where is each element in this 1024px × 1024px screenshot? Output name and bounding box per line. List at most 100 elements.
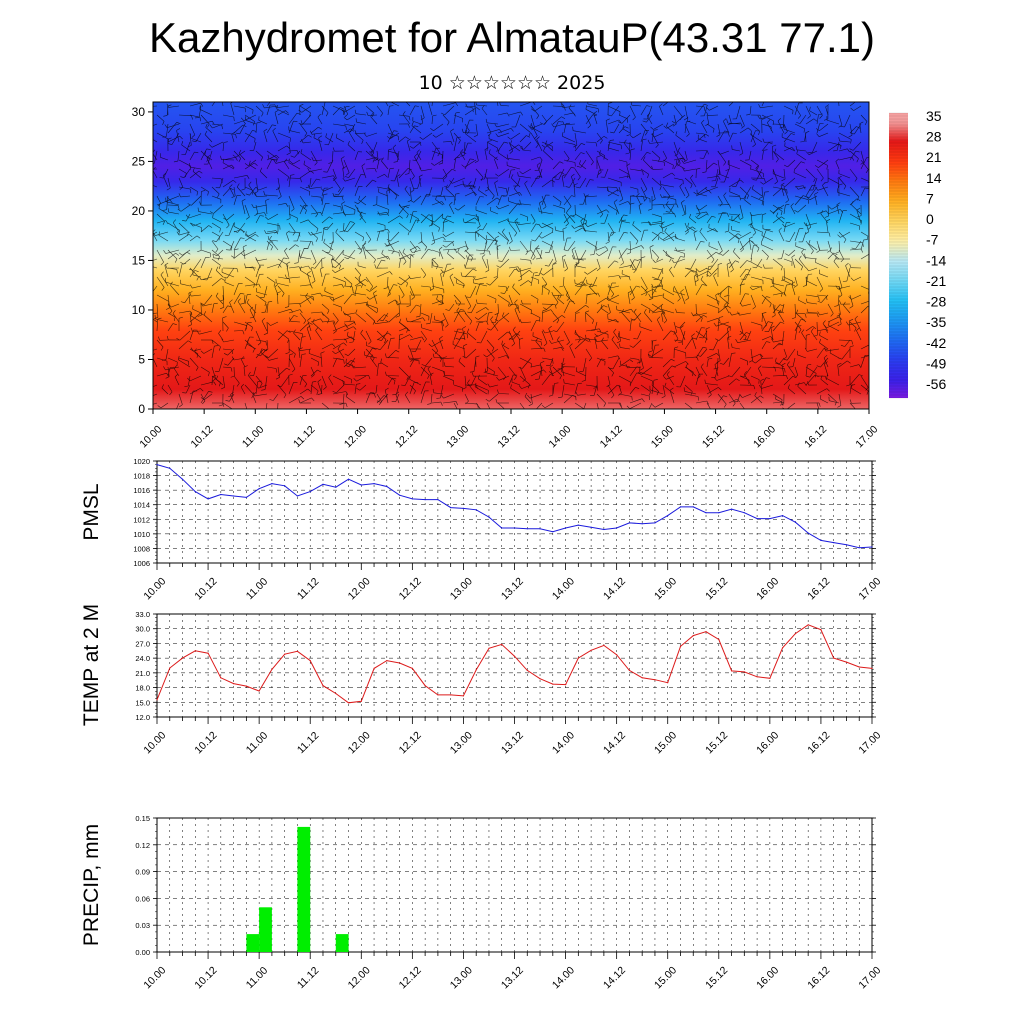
- wind-barb-flag: [657, 236, 660, 241]
- wind-barb-flag: [571, 225, 575, 229]
- wind-barb: [431, 150, 443, 155]
- data-line: [156, 464, 873, 549]
- wind-barb-flag: [677, 147, 681, 152]
- wind-barb: [464, 294, 472, 307]
- wind-barb: [486, 339, 495, 349]
- wind-barb: [784, 146, 796, 152]
- wind-barb-flag: [441, 213, 443, 218]
- wind-barb-flag: [519, 192, 523, 196]
- wind-barb: [706, 384, 712, 395]
- wind-barb: [750, 375, 760, 380]
- wind-barb-flag: [312, 318, 315, 323]
- wind-barb-flag: [818, 296, 820, 301]
- wind-barb-flag: [358, 195, 361, 200]
- wind-barb: [640, 393, 650, 397]
- wind-barb-flag: [166, 335, 169, 340]
- wind-barb: [607, 177, 622, 183]
- wind-barb: [541, 114, 547, 122]
- wind-barb: [563, 167, 572, 179]
- data-point: [858, 547, 860, 549]
- wind-barb-flag: [404, 391, 409, 396]
- wind-barb: [481, 257, 488, 269]
- wind-barb-flag: [529, 270, 533, 273]
- wind-barb: [302, 141, 312, 144]
- wind-barb-flag: [700, 363, 704, 367]
- wind-barb-flag: [442, 356, 447, 359]
- wind-barb-flag: [358, 274, 362, 279]
- wind-barb: [390, 102, 400, 107]
- wind-barb: [284, 161, 290, 170]
- wind-barb-flag: [825, 329, 828, 333]
- wind-barb-flag: [814, 165, 819, 168]
- wind-barb-flag: [611, 372, 614, 377]
- wind-barb: [370, 116, 378, 125]
- wind-barb-flag: [287, 339, 290, 343]
- wind-barb: [212, 217, 224, 224]
- wind-barb: [192, 171, 202, 179]
- wind-barb-flag: [408, 275, 411, 279]
- wind-barb-flag: [689, 213, 692, 218]
- wind-barb: [809, 366, 818, 378]
- wind-barb: [817, 186, 829, 191]
- wind-barb-flag: [805, 231, 809, 235]
- wind-barb: [568, 107, 576, 116]
- wind-barb-flag: [758, 131, 761, 136]
- wind-barb-flag: [474, 317, 479, 320]
- wind-barb-flag: [561, 315, 566, 318]
- wind-barb: [773, 339, 785, 343]
- wind-barb: [376, 255, 388, 260]
- wind-barb: [586, 283, 598, 287]
- x-tick-label: 10.00: [141, 575, 168, 602]
- wind-barb: [464, 217, 475, 224]
- wind-barb-flag: [603, 403, 606, 407]
- wind-barb: [805, 118, 815, 125]
- wind-barb-flag: [476, 107, 480, 111]
- wind-barb-flag: [236, 268, 239, 273]
- wind-barb: [541, 231, 554, 239]
- wind-barb: [607, 141, 622, 146]
- wind-barb-flag: [573, 145, 578, 148]
- wind-barb-flag: [690, 391, 693, 396]
- wind-barb-flag: [413, 390, 416, 395]
- wind-barb: [335, 232, 345, 242]
- wind-barb-flag: [213, 302, 218, 304]
- wind-barb: [357, 211, 367, 215]
- wind-barb: [607, 246, 613, 260]
- wind-barb: [429, 312, 433, 324]
- wind-barb-flag: [269, 235, 273, 240]
- wind-barb-flag: [264, 212, 267, 217]
- wind-barb: [343, 128, 351, 134]
- wind-barb: [464, 222, 477, 224]
- data-point: [705, 512, 707, 514]
- wind-barb: [192, 285, 202, 289]
- wind-barb: [596, 132, 603, 141]
- wind-barb-flag: [638, 203, 643, 206]
- wind-barb: [530, 123, 538, 136]
- wind-barb-flag: [354, 109, 357, 114]
- wind-barb: [561, 384, 565, 398]
- wind-barb-flag: [423, 338, 427, 343]
- wind-barb: [321, 402, 330, 409]
- wind-barb: [508, 221, 521, 224]
- wind-barb-flag: [261, 417, 265, 418]
- wind-barb: [299, 284, 311, 287]
- x-tick-label: 13.12: [499, 575, 526, 602]
- wind-barb-flag: [418, 174, 423, 177]
- wind-barb: [189, 312, 201, 323]
- wind-barb: [750, 134, 763, 143]
- wind-barb-flag: [400, 257, 405, 259]
- wind-barb-flag: [299, 309, 303, 314]
- wind-barb-flag: [794, 209, 799, 213]
- wind-barb-flag: [399, 318, 402, 323]
- wind-barb: [750, 240, 760, 249]
- wind-barb-flag: [672, 123, 677, 127]
- wind-barb-flag: [146, 311, 148, 315]
- wind-barb-flag: [178, 193, 181, 198]
- wind-barb-flag: [223, 276, 228, 279]
- wind-barb-flag: [641, 245, 645, 249]
- wind-barb-flag: [387, 332, 392, 336]
- wind-barb-flag: [528, 280, 532, 284]
- wind-barb-flag: [238, 149, 242, 154]
- wind-barb: [833, 261, 840, 269]
- wind-barb: [365, 141, 375, 153]
